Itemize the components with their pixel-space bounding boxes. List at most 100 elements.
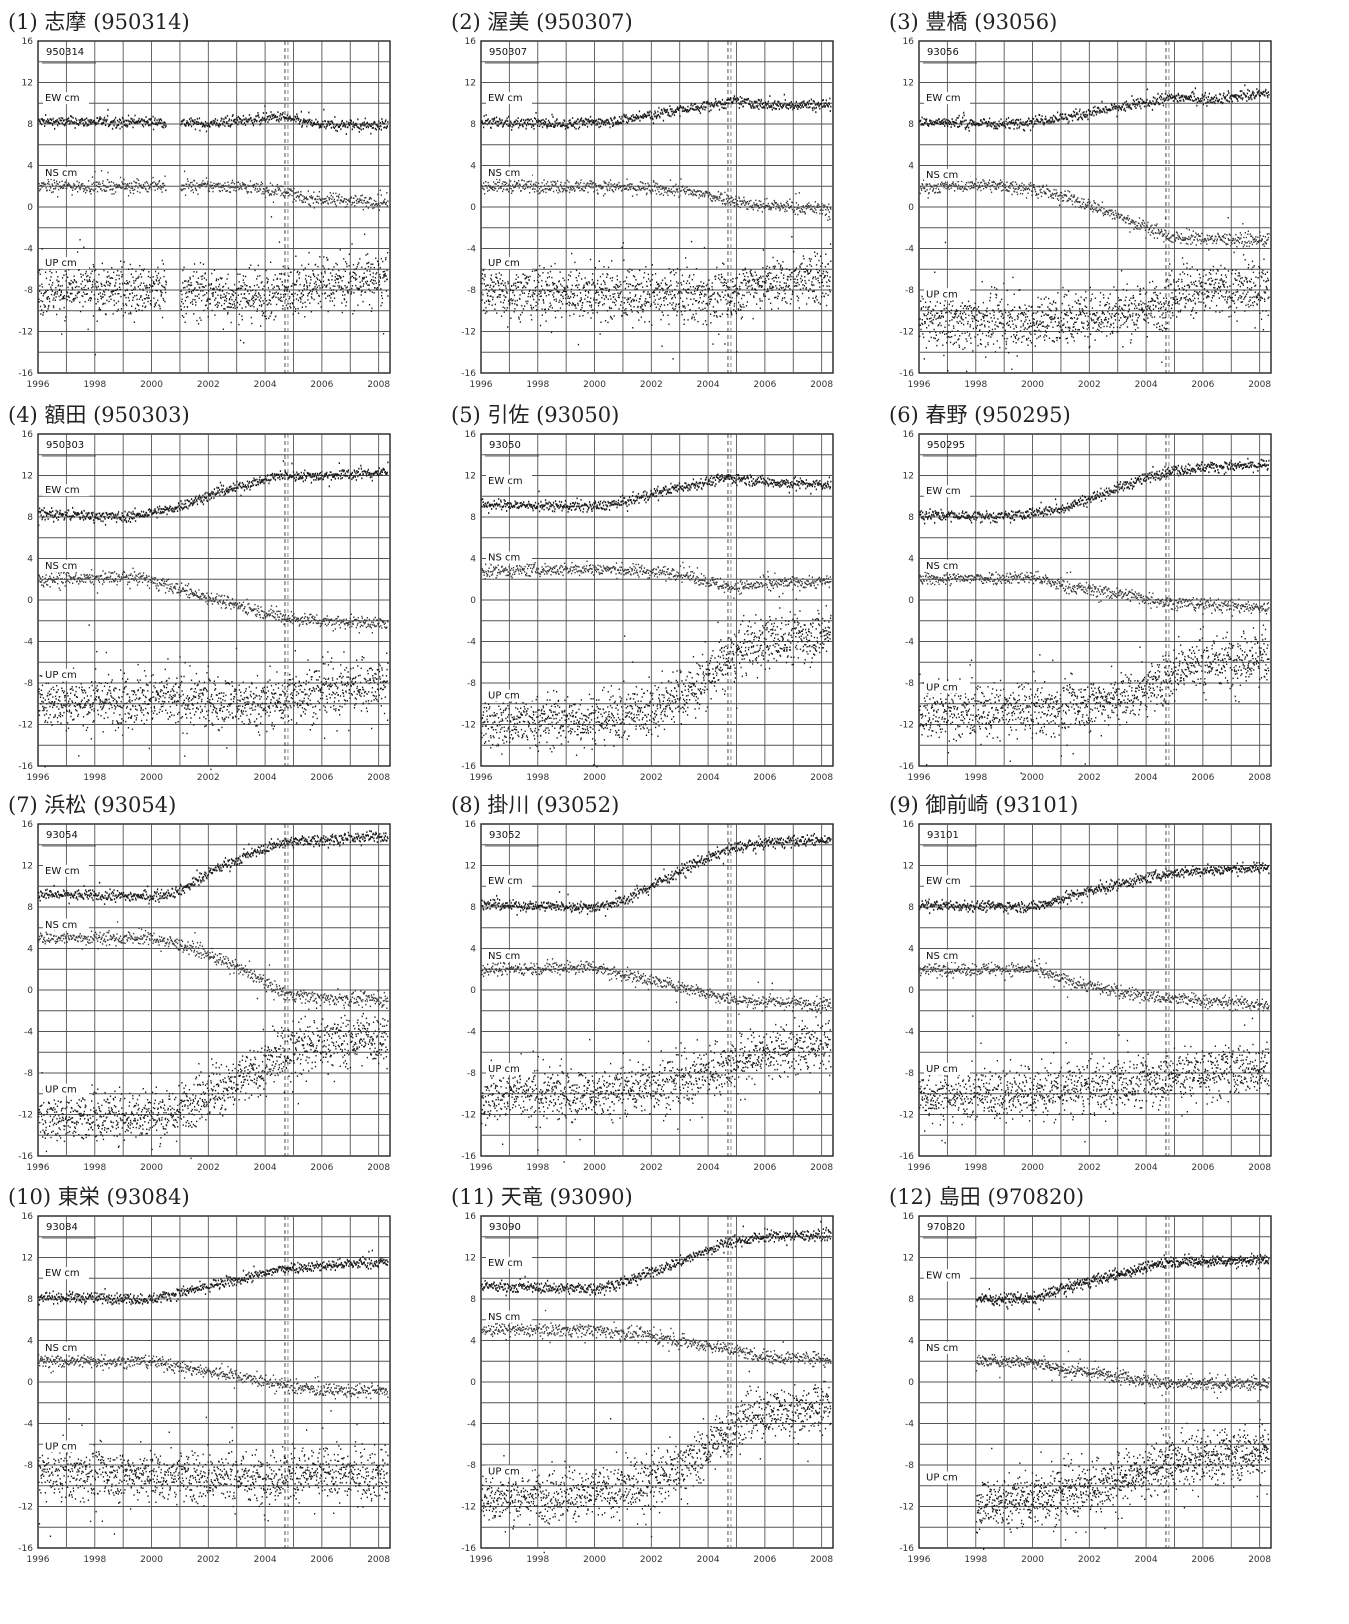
x-tick-label: 2008 [810,1555,833,1565]
series-label: NS cm [926,561,958,572]
y-tick-label: 16 [22,820,34,830]
series-label: EW cm [488,93,523,104]
x-tick-label: 2006 [1191,1163,1214,1173]
x-tick-label: 1998 [83,773,106,783]
y-tick-label: 4 [908,555,914,565]
series-ns: NS cm [481,1309,832,1368]
series-up: UP cm [38,624,389,771]
x-tick-label: 2004 [254,1555,277,1565]
y-tick-label: -8 [467,1069,476,1079]
panel-8: (8) 掛川 (93052) -16 -12 -8 -4 0 4 8 12 16 1996 1998 2… [451,793,834,1173]
series-label-bg [486,1465,532,1478]
series-label-bg [43,484,89,497]
station-id-label: 93084 [46,1222,78,1233]
x-tick-label: 2002 [640,773,663,783]
series-points [481,958,832,1015]
y-tick-label: 12 [465,79,476,89]
panel-6: (6) 春野 (950295) -16 -12 -8 -4 0 4 8 12 16 1996 1998… [889,403,1272,783]
x-tick-label: 2000 [140,1163,163,1173]
x-tick-label: 2006 [753,773,776,783]
series-ns: NS cm [481,949,832,1015]
y-tick-label: -12 [461,1503,476,1513]
y-tick-label: 8 [908,1295,914,1305]
series-points [919,1015,1270,1144]
series-label: EW cm [488,876,523,887]
x-tick-label: 2008 [810,1163,833,1173]
y-tick-label: -12 [461,1111,476,1121]
x-tick-label: 1998 [526,773,549,783]
station-id-label: 93052 [489,830,521,841]
x-tick-label: 2002 [197,1163,220,1173]
y-tick-label: 16 [465,1212,477,1222]
series-label-bg [486,1256,532,1269]
x-tick-label: 2002 [1078,773,1101,783]
series-points [38,1249,389,1306]
series-points [38,921,389,1011]
x-tick-label: 2004 [1135,773,1158,783]
series-label-bg [924,288,970,301]
y-tick-label: 16 [465,820,477,830]
y-tick-label: -4 [905,1420,914,1430]
x-tick-label: 2004 [1135,1555,1158,1565]
x-tick-label: 1998 [526,1163,549,1173]
series-ns: NS cm [38,1341,389,1400]
y-tick-label: -4 [24,1420,33,1430]
y-tick-label: -4 [905,638,914,648]
panel-5: (5) 引佐 (93050) -16 -12 -8 -4 0 4 8 12 16 1996 1998 2… [451,403,834,783]
x-tick-label: 1996 [470,1163,493,1173]
x-tick-label: 1998 [83,1555,106,1565]
y-tick-label: 8 [27,120,33,130]
x-tick-label: 2008 [1248,1555,1271,1565]
series-points [919,457,1270,525]
y-tick-label: -4 [467,1028,476,1038]
x-tick-label: 1996 [27,380,50,390]
series-label: UP cm [45,258,77,269]
series-ew: EW cm [38,1249,389,1306]
x-tick-label: 1996 [470,773,493,783]
series-label: EW cm [926,876,961,887]
station-id-label: 950295 [927,440,965,451]
x-tick-label: 2002 [197,1555,220,1565]
series-label: UP cm [926,1064,958,1075]
series-label: UP cm [488,1064,520,1075]
series-label: EW cm [488,1258,523,1269]
y-tick-label: 12 [22,79,33,89]
y-tick-label: 16 [903,37,915,47]
y-tick-label: -4 [467,638,476,648]
station-id-label: 950314 [46,47,84,58]
series-label: NS cm [45,920,77,931]
y-tick-label: -8 [24,679,33,689]
series-label: EW cm [45,93,80,104]
x-tick-label: 2000 [1021,380,1044,390]
panel-1: (1) 志摩 (950314) -16 -12 -8 -4 0 4 8 12 16 1996 1998… [8,10,391,390]
station-id-label: 93101 [927,830,959,841]
y-tick-label: -4 [24,245,33,255]
panel-7: (7) 浜松 (93054) -16 -12 -8 -4 0 4 8 12 16 1996 1998 2… [8,793,391,1173]
y-tick-label: 4 [908,1337,914,1347]
x-tick-label: 2008 [1248,773,1271,783]
y-tick-label: -4 [24,638,33,648]
x-tick-label: 1998 [83,1163,106,1173]
series-ns: NS cm [38,559,389,634]
y-tick-label: 8 [470,513,476,523]
y-tick-label: 0 [908,1378,914,1388]
y-tick-label: 16 [22,37,34,47]
y-tick-label: 8 [27,1295,33,1305]
series-points [481,590,832,768]
x-tick-label: 1996 [27,1555,50,1565]
y-tick-label: 0 [27,203,33,213]
x-tick-label: 1998 [526,380,549,390]
x-tick-label: 2008 [367,380,390,390]
x-tick-label: 2000 [1021,1163,1044,1173]
series-up: UP cm [38,1410,389,1538]
series-label-bg [486,92,532,105]
series-label-bg [486,551,532,564]
panel-3: (3) 豊橋 (93056) -16 -12 -8 -4 0 4 8 12 16 1996 1998 2… [889,10,1272,390]
y-tick-label: 0 [908,986,914,996]
y-tick-label: -8 [24,1461,33,1471]
y-tick-label: -16 [18,1152,33,1162]
y-tick-label: -4 [467,245,476,255]
y-tick-label: -4 [905,245,914,255]
y-tick-label: 4 [470,162,476,172]
